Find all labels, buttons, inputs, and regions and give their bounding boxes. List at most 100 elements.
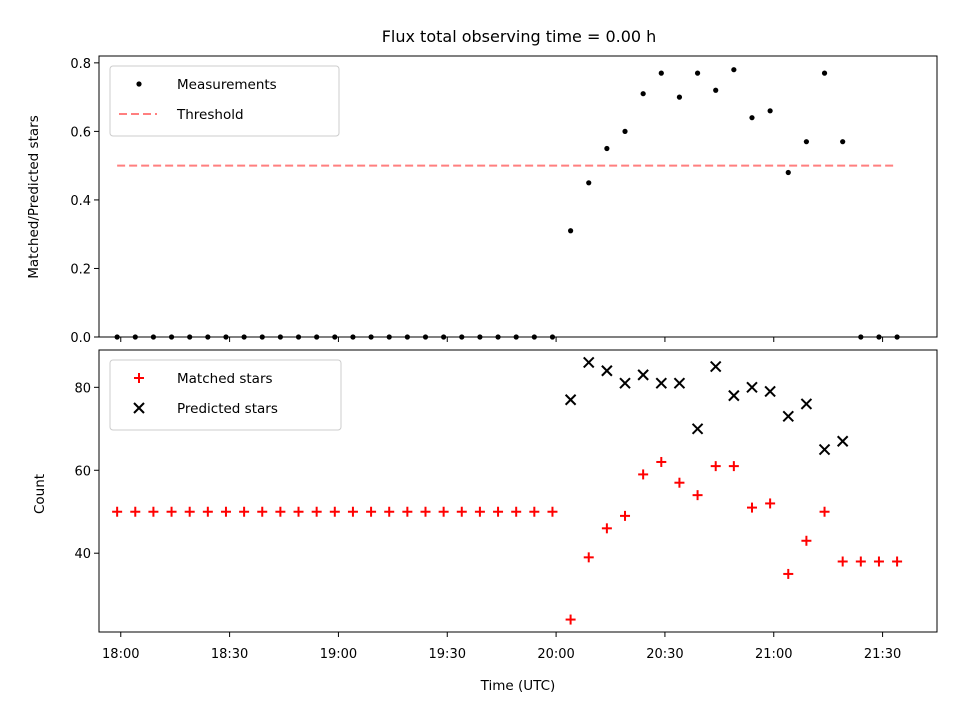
- data-point: [150, 334, 157, 340]
- data-point: [547, 506, 558, 517]
- data-point: [676, 94, 683, 100]
- data-point: [674, 477, 685, 488]
- data-point: [819, 506, 830, 517]
- data-point: [456, 506, 467, 517]
- top-ytick-label: 0.4: [70, 194, 91, 209]
- legend-swatch-b: [133, 402, 145, 414]
- data-point: [166, 506, 177, 517]
- data-point: [746, 502, 757, 513]
- data-point: [803, 139, 810, 145]
- data-point: [728, 461, 739, 472]
- bottom-legend: Matched stars Predicted stars: [109, 359, 342, 431]
- data-point-b: [691, 423, 704, 435]
- data-point: [656, 456, 667, 467]
- data-point: [749, 115, 755, 121]
- legend-label: Measurements: [177, 77, 277, 93]
- top-legend: Measurements Threshold: [109, 65, 340, 137]
- bottom-legend-box: [109, 359, 342, 431]
- data-point-b: [836, 435, 849, 447]
- data-point: [132, 334, 138, 340]
- data-point: [836, 435, 849, 447]
- data-point: [601, 523, 612, 534]
- bottom-axes-frame: [98, 349, 938, 633]
- data-point-b: [673, 377, 686, 389]
- data-point: [493, 506, 504, 517]
- data-point-b: [601, 365, 613, 377]
- bottom-series-predicted-stars: [564, 356, 849, 456]
- data-point-b: [583, 356, 595, 369]
- data-point: [818, 443, 831, 456]
- data-point: [568, 228, 574, 234]
- data-point: [275, 506, 286, 517]
- data-point: [855, 556, 866, 567]
- data-point: [673, 377, 686, 389]
- data-point: [223, 334, 229, 340]
- data-point: [329, 506, 340, 517]
- bottom-series-matched-stars: [112, 456, 903, 625]
- xtick-label: 19:00: [320, 647, 357, 662]
- legend-label: Threshold: [176, 107, 244, 123]
- data-point: [713, 87, 719, 93]
- data-point: [692, 490, 703, 501]
- xtick-label: 19:30: [429, 647, 466, 662]
- data-point: [764, 385, 776, 398]
- data-point: [148, 506, 159, 517]
- data-point: [837, 556, 848, 567]
- data-point-b: [800, 398, 813, 410]
- data-point: [549, 334, 556, 340]
- x-axis-label: Time (UTC): [480, 678, 556, 694]
- data-point: [366, 506, 377, 517]
- data-point: [295, 334, 302, 340]
- top-series-measurements: [114, 67, 900, 340]
- data-point: [422, 334, 429, 340]
- data-point: [495, 334, 501, 340]
- data-point: [694, 70, 701, 76]
- data-point: [783, 568, 794, 579]
- data-point: [655, 377, 668, 389]
- bottom-ytick-label: 60: [74, 464, 91, 479]
- data-point: [347, 506, 358, 517]
- xtick-label: 18:00: [102, 647, 139, 662]
- data-point: [420, 506, 431, 517]
- data-point: [114, 334, 120, 340]
- data-point: [477, 334, 483, 340]
- data-point: [782, 410, 794, 423]
- data-point-b: [655, 377, 668, 389]
- data-point: [765, 498, 776, 509]
- data-point: [620, 510, 631, 521]
- legend-swatch: [133, 402, 145, 414]
- data-point: [873, 556, 884, 567]
- data-point: [728, 389, 740, 402]
- top-ytick-label: 0.8: [70, 57, 91, 72]
- data-point: [259, 334, 265, 340]
- data-point: [801, 535, 812, 546]
- legend-swatch: [134, 373, 144, 383]
- data-point: [691, 423, 704, 435]
- data-point: [293, 506, 304, 517]
- data-point: [438, 506, 449, 517]
- data-point: [441, 334, 447, 340]
- data-point: [586, 180, 592, 186]
- data-point: [619, 377, 631, 389]
- data-point: [637, 369, 649, 381]
- data-point: [731, 67, 737, 73]
- data-point: [513, 334, 519, 340]
- data-point: [710, 360, 722, 373]
- data-point: [202, 506, 213, 517]
- data-point: [474, 506, 485, 517]
- data-point: [583, 356, 595, 369]
- data-point: [767, 108, 773, 114]
- legend-label: Predicted stars: [177, 401, 278, 417]
- data-point: [785, 169, 791, 176]
- data-point: [332, 334, 338, 340]
- data-point: [239, 506, 250, 517]
- data-point-b: [818, 443, 831, 456]
- data-point: [511, 506, 522, 517]
- data-point: [402, 506, 413, 517]
- data-point: [892, 556, 903, 567]
- data-point: [529, 506, 540, 517]
- data-point-b: [564, 394, 577, 406]
- bottom-panel: 40 60 80 18:00 18:30 19:00 19:30 20:00 20:30 21:0…: [74, 349, 938, 662]
- top-y-axis-label: Matched/Predicted stars: [26, 115, 42, 278]
